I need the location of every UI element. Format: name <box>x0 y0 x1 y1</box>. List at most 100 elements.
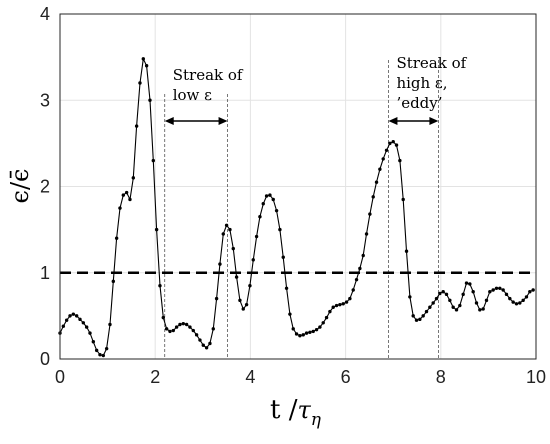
data-point <box>194 333 199 337</box>
data-point <box>401 197 405 202</box>
data-point <box>98 352 102 357</box>
data-point <box>88 331 92 335</box>
data-point <box>361 253 365 258</box>
annotation-arrowhead-left <box>164 117 174 125</box>
data-point <box>281 255 285 259</box>
data-point <box>208 341 212 346</box>
data-point <box>298 334 302 338</box>
y-axis-label: ϵ/ϵ̄ <box>6 169 34 204</box>
data-point <box>518 301 522 305</box>
x-tick-label: 10 <box>526 367 546 387</box>
data-point <box>241 307 245 311</box>
data-point <box>261 202 265 206</box>
data-point <box>148 98 152 102</box>
data-point <box>344 300 349 304</box>
data-point <box>91 340 96 344</box>
data-point <box>418 317 422 322</box>
data-point <box>94 348 99 353</box>
x-axis-label-subscript: η <box>311 410 322 430</box>
data-point <box>198 338 202 342</box>
data-point <box>328 309 332 314</box>
data-point <box>284 286 289 290</box>
data-point <box>104 346 109 351</box>
data-point <box>354 277 359 282</box>
data-point <box>84 325 89 329</box>
data-point <box>454 308 459 312</box>
data-point <box>234 275 239 279</box>
y-tick-label: 1 <box>40 263 50 283</box>
data-point <box>294 332 299 336</box>
data-point <box>478 308 482 312</box>
y-tick-label: 2 <box>40 177 50 197</box>
data-point <box>114 236 119 240</box>
data-point <box>158 283 162 288</box>
data-point <box>221 232 225 236</box>
data-point <box>398 158 402 163</box>
data-point <box>68 314 72 318</box>
annotation-arrowhead-right <box>218 117 228 125</box>
data-point <box>201 343 205 347</box>
data-point <box>184 322 189 327</box>
data-point <box>528 290 532 294</box>
data-point <box>134 124 139 128</box>
data-point <box>504 292 509 297</box>
annotation-text-line: Streak of <box>173 66 244 84</box>
data-point <box>224 223 229 228</box>
data-point <box>484 298 489 303</box>
data-point <box>181 321 185 326</box>
x-tick-label: 8 <box>436 367 446 387</box>
data-point <box>311 329 315 334</box>
y-tick-label: 0 <box>40 349 50 369</box>
x-tick-labels: 0 2 4 6 8 10 <box>55 367 546 387</box>
data-point <box>421 314 425 318</box>
data-point <box>141 57 145 61</box>
data-point <box>391 139 395 144</box>
data-point <box>118 206 122 210</box>
data-point <box>428 305 432 309</box>
data-point <box>214 296 219 301</box>
data-point <box>494 286 499 290</box>
data-point <box>381 157 385 161</box>
data-point <box>268 193 272 197</box>
data-point <box>384 148 389 152</box>
data-point <box>511 300 515 304</box>
data-point <box>351 288 355 292</box>
data-point <box>228 227 232 232</box>
data-point <box>514 302 519 306</box>
data-point <box>501 288 505 292</box>
data-point <box>71 312 76 316</box>
data-point <box>341 302 345 306</box>
data-point <box>388 141 392 146</box>
data-point <box>154 227 159 232</box>
data-point <box>171 328 175 333</box>
data-point <box>64 318 69 322</box>
data-point <box>431 301 435 305</box>
data-point <box>161 315 165 320</box>
y-tick-label: 3 <box>40 90 50 110</box>
data-point <box>108 322 112 327</box>
data-point <box>188 325 192 329</box>
data-points <box>58 57 535 358</box>
data-point <box>301 333 305 337</box>
data-point <box>334 303 339 308</box>
data-point <box>521 298 525 303</box>
data-point <box>378 167 382 171</box>
data-point <box>471 290 475 294</box>
data-point <box>304 331 309 335</box>
data-point <box>394 143 399 147</box>
data-point <box>101 353 106 358</box>
data-point <box>508 296 512 301</box>
y-tick-labels: 0 1 2 3 4 <box>40 4 50 369</box>
data-point <box>414 318 419 322</box>
data-point <box>111 279 116 284</box>
data-point <box>318 325 322 329</box>
data-point <box>144 64 149 68</box>
x-axis-label: t /τη <box>270 395 322 430</box>
data-point <box>448 298 452 303</box>
data-point <box>411 314 415 318</box>
data-point <box>438 291 442 296</box>
data-point <box>138 81 142 85</box>
annotation-text-line: low ε <box>173 86 212 104</box>
data-point <box>348 296 352 301</box>
